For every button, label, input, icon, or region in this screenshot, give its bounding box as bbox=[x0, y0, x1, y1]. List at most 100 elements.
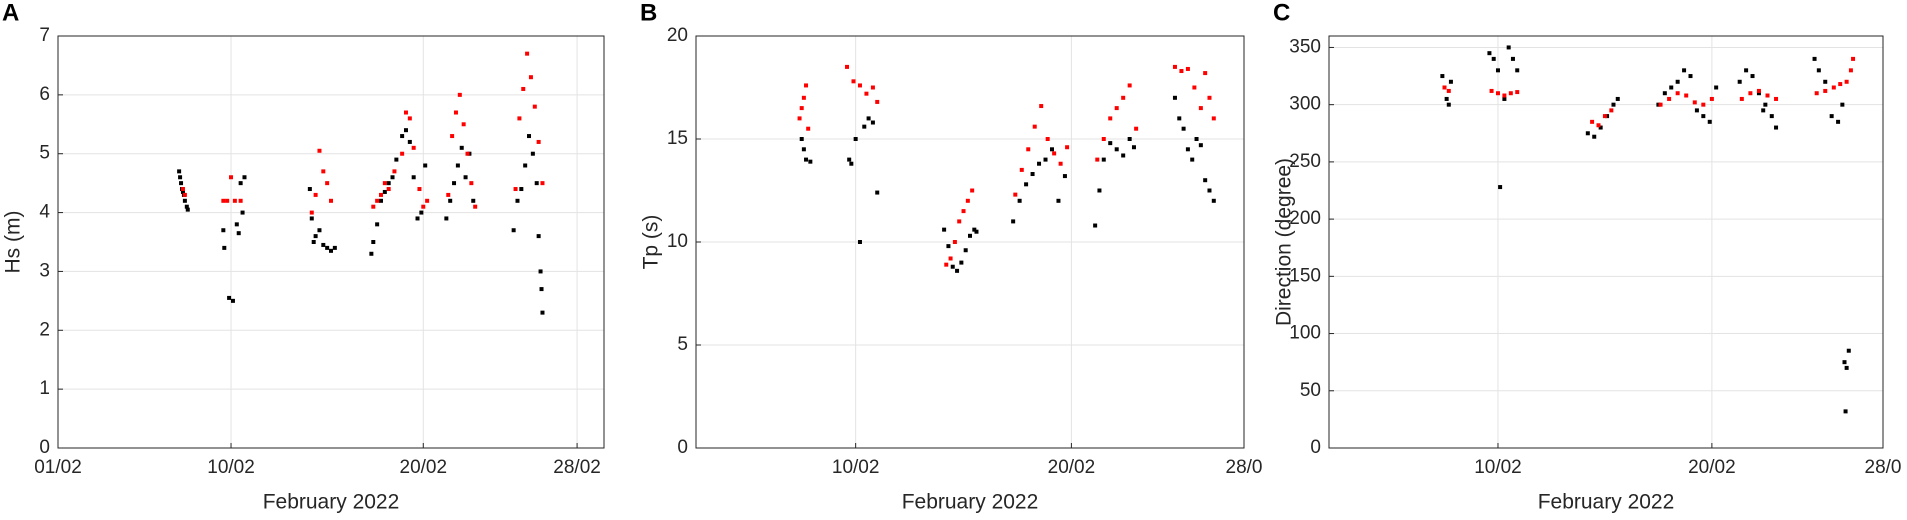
axes-frame bbox=[57, 35, 605, 449]
point bbox=[1045, 137, 1050, 141]
point bbox=[180, 189, 185, 194]
point bbox=[411, 175, 416, 180]
point bbox=[1131, 145, 1136, 150]
point bbox=[1707, 119, 1712, 124]
point bbox=[536, 234, 541, 239]
point bbox=[311, 240, 316, 244]
point bbox=[974, 229, 979, 234]
point bbox=[1592, 134, 1597, 139]
point bbox=[1448, 79, 1453, 84]
point bbox=[1017, 198, 1022, 203]
point bbox=[400, 151, 405, 156]
point bbox=[1502, 93, 1507, 98]
point bbox=[1756, 88, 1761, 93]
point bbox=[957, 219, 962, 224]
point bbox=[403, 128, 408, 133]
point bbox=[1037, 161, 1042, 166]
point bbox=[1748, 91, 1753, 96]
point bbox=[1127, 83, 1132, 88]
point bbox=[1058, 161, 1063, 166]
point bbox=[452, 181, 457, 186]
point bbox=[1714, 85, 1719, 90]
y-axis-label: Tp (s) bbox=[640, 215, 663, 270]
point bbox=[523, 163, 528, 168]
point bbox=[1198, 143, 1203, 148]
point bbox=[455, 163, 460, 168]
x-tick-label: 20/02 bbox=[1688, 457, 1736, 478]
point bbox=[1108, 116, 1113, 121]
point bbox=[799, 137, 804, 141]
point bbox=[329, 198, 333, 203]
point bbox=[1097, 188, 1102, 193]
point bbox=[534, 181, 539, 186]
point bbox=[1765, 93, 1770, 98]
point bbox=[225, 198, 230, 203]
point bbox=[519, 187, 524, 192]
point bbox=[1121, 95, 1126, 100]
point bbox=[1750, 74, 1755, 79]
point bbox=[329, 248, 333, 253]
y-tick-label: 4 bbox=[39, 202, 50, 223]
point bbox=[961, 209, 966, 214]
point bbox=[1836, 119, 1841, 124]
point bbox=[1446, 102, 1451, 107]
point bbox=[236, 231, 241, 236]
point bbox=[536, 139, 541, 144]
point bbox=[1114, 147, 1119, 152]
point bbox=[851, 79, 856, 84]
point bbox=[1515, 68, 1520, 73]
y-tick-label: 5 bbox=[677, 334, 688, 355]
plot-area bbox=[1329, 36, 1883, 448]
point bbox=[325, 245, 330, 250]
point bbox=[942, 227, 947, 232]
point bbox=[386, 181, 391, 186]
point bbox=[321, 242, 326, 247]
point bbox=[1842, 360, 1847, 365]
point bbox=[1013, 192, 1018, 197]
point bbox=[944, 262, 949, 267]
point bbox=[513, 187, 518, 192]
x-tick-label: 28/02 bbox=[553, 457, 601, 478]
point bbox=[1211, 116, 1216, 121]
point bbox=[1737, 79, 1742, 84]
point bbox=[1039, 104, 1044, 109]
point bbox=[1669, 85, 1674, 90]
point bbox=[182, 198, 187, 203]
y-tick-label: 0 bbox=[1310, 437, 1321, 458]
point bbox=[419, 210, 424, 215]
point bbox=[417, 187, 422, 192]
point bbox=[313, 234, 318, 239]
point bbox=[959, 260, 964, 265]
point bbox=[1190, 157, 1195, 162]
point bbox=[378, 192, 383, 197]
y-tick-label: 250 bbox=[1289, 151, 1321, 172]
point bbox=[1682, 68, 1687, 73]
point bbox=[527, 134, 532, 139]
point bbox=[1181, 126, 1186, 131]
point bbox=[1763, 102, 1768, 107]
point bbox=[415, 216, 420, 221]
point bbox=[1172, 64, 1177, 69]
point bbox=[1829, 114, 1834, 119]
point bbox=[1440, 74, 1445, 79]
point bbox=[515, 198, 520, 203]
point bbox=[392, 169, 397, 174]
point bbox=[1774, 125, 1779, 130]
point bbox=[222, 245, 227, 250]
y-tick-label: 7 bbox=[39, 25, 50, 46]
point bbox=[317, 228, 322, 233]
y-tick-label: 3 bbox=[39, 260, 50, 281]
point bbox=[375, 222, 380, 227]
point bbox=[1049, 147, 1054, 152]
point bbox=[1756, 91, 1761, 96]
point bbox=[1605, 114, 1610, 119]
point bbox=[1498, 185, 1503, 190]
point bbox=[446, 192, 451, 197]
x-tick-label: 10/02 bbox=[832, 457, 880, 478]
point bbox=[1095, 157, 1100, 162]
point bbox=[538, 269, 543, 274]
point bbox=[1026, 147, 1031, 152]
point bbox=[182, 192, 187, 197]
point bbox=[1688, 74, 1693, 79]
x-tick-label: 10/02 bbox=[1474, 457, 1522, 478]
